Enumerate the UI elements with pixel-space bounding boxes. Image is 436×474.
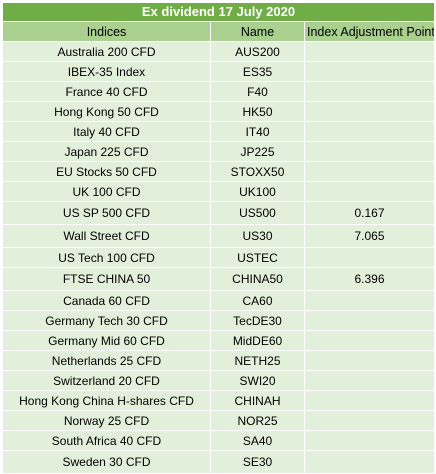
table-row: Italy 40 CFD IT40 [2,121,435,142]
cell-index: US SP 500 CFD [2,201,211,225]
cell-name: IT40 [210,121,305,142]
column-header-name: Name [210,21,305,42]
cell-adjustment-points [304,121,435,142]
cell-name: JP225 [210,141,305,162]
table-row: Japan 225 CFD JP225 [2,141,435,162]
table-row: France 40 CFD F40 [2,81,435,102]
title-row: Ex dividend 17 July 2020 [2,2,435,22]
cell-name: USTEC [210,247,305,268]
cell-adjustment-points [304,61,435,82]
cell-index: FTSE CHINA 50 [2,267,211,291]
table-body: Australia 200 CFD AUS200 IBEX-35 Index ES35… [2,41,435,474]
cell-name: F40 [210,81,305,102]
cell-index: Wall Street CFD [2,224,211,248]
cell-adjustment-points [304,330,435,351]
table-row: US Tech 100 CFD USTEC [2,247,435,268]
table-row: Netherlands 25 CFD NETH25 [2,350,435,371]
header-row: Indices Name Index Adjustment Points [2,21,435,42]
cell-adjustment-points [304,370,435,391]
cell-adjustment-points [304,350,435,371]
cell-index: Germany Mid 60 CFD [2,330,211,351]
cell-adjustment-points: 0.167 [304,201,435,225]
cell-adjustment-points [304,141,435,162]
cell-index: Hong Kong 50 CFD [2,101,211,122]
table-row: Germany Mid 60 CFD MidDE60 [2,330,435,351]
cell-index: UK 100 CFD [2,181,211,202]
cell-name: ES35 [210,61,305,82]
table-row: Australia 200 CFD AUS200 [2,41,435,62]
table-row: Germany Tech 30 CFD TecDE30 [2,310,435,331]
cell-name: CA60 [210,290,305,311]
cell-index: Canada 60 CFD [2,290,211,311]
cell-name: HK50 [210,101,305,122]
cell-adjustment-points [304,290,435,311]
cell-adjustment-points [304,41,435,62]
column-header-adjustment: Index Adjustment Points [304,21,435,42]
table-row: UK 100 CFD UK100 [2,181,435,202]
cell-name: SWI20 [210,370,305,391]
cell-name: NOR25 [210,410,305,431]
cell-name: CHINA50 [210,267,305,291]
table-row: FTSE CHINA 50 CHINA50 6.396 [2,267,435,291]
table-row: Hong Kong 50 CFD HK50 [2,101,435,122]
cell-adjustment-points [304,247,435,268]
cell-index: EU Stocks 50 CFD [2,161,211,182]
cell-adjustment-points [304,161,435,182]
table-row: Norway 25 CFD NOR25 [2,410,435,431]
cell-index: Sweden 30 CFD [2,450,211,474]
cell-adjustment-points [304,310,435,331]
cell-name: MidDE60 [210,330,305,351]
cell-adjustment-points [304,181,435,202]
cell-index: Italy 40 CFD [2,121,211,142]
column-header-indices: Indices [2,21,211,42]
cell-adjustment-points [304,81,435,102]
table-row: Canada 60 CFD CA60 [2,290,435,311]
cell-adjustment-points: 7.065 [304,224,435,248]
table-row: EU Stocks 50 CFD STOXX50 [2,161,435,182]
cell-adjustment-points [304,450,435,474]
cell-adjustment-points [304,430,435,451]
cell-name: US500 [210,201,305,225]
table-row: Sweden 30 CFD SE30 [2,450,435,474]
cell-index: South Africa 40 CFD [2,430,211,451]
table-row: South Africa 40 CFD SA40 [2,430,435,451]
cell-name: TecDE30 [210,310,305,331]
cell-index: Hong Kong China H-shares CFD [2,390,211,411]
cell-adjustment-points: 6.396 [304,267,435,291]
cell-name: SA40 [210,430,305,451]
cell-name: US30 [210,224,305,248]
table-row: Wall Street CFD US30 7.065 [2,224,435,248]
cell-index: Norway 25 CFD [2,410,211,431]
cell-adjustment-points [304,101,435,122]
cell-index: Japan 225 CFD [2,141,211,162]
cell-name: SE30 [210,450,305,474]
cell-adjustment-points [304,390,435,411]
table-row: IBEX-35 Index ES35 [2,61,435,82]
cell-index: US Tech 100 CFD [2,247,211,268]
cell-name: UK100 [210,181,305,202]
cell-adjustment-points [304,410,435,431]
cell-name: CHINAH [210,390,305,411]
cell-index: Switzerland 20 CFD [2,370,211,391]
cell-index: France 40 CFD [2,81,211,102]
cell-index: Netherlands 25 CFD [2,350,211,371]
cell-name: AUS200 [210,41,305,62]
cell-index: IBEX-35 Index [2,61,211,82]
cell-index: Germany Tech 30 CFD [2,310,211,331]
cell-name: STOXX50 [210,161,305,182]
table-row: Switzerland 20 CFD SWI20 [2,370,435,391]
table-row: US SP 500 CFD US500 0.167 [2,201,435,225]
cell-name: NETH25 [210,350,305,371]
table-title: Ex dividend 17 July 2020 [2,2,435,22]
table-row: Hong Kong China H-shares CFD CHINAH [2,390,435,411]
cell-index: Australia 200 CFD [2,41,211,62]
